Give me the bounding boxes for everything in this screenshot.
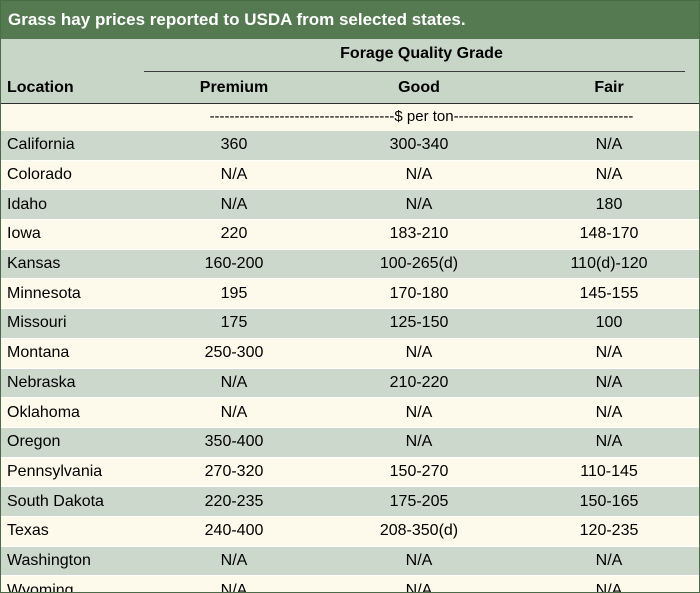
column-header-fair: Fair [594, 79, 624, 96]
cell-location: Missouri [1, 308, 149, 339]
cell-premium: 270-320 [149, 457, 319, 488]
cell-location: Wyoming [1, 575, 149, 592]
table-row: Kansas 160-200 100-265(d) 110(d)-120 [1, 249, 699, 280]
cell-fair: N/A [519, 546, 699, 577]
cell-good: N/A [319, 427, 519, 458]
cell-good: 208-350(d) [319, 516, 519, 547]
cell-fair: N/A [519, 338, 699, 369]
table-body: California 360 300-340 N/A Colorado N/A N/A N/A… [1, 131, 699, 592]
cell-good: 150-270 [319, 457, 519, 488]
cell-premium: 360 [149, 131, 319, 161]
cell-good: 125-150 [319, 308, 519, 339]
table-row: South Dakota 220-235 175-205 150-165 [1, 486, 699, 517]
cell-fair: N/A [519, 575, 699, 592]
cell-good: N/A [319, 160, 519, 191]
cell-location: Idaho [1, 189, 149, 221]
cell-fair: 180 [519, 189, 699, 221]
cell-premium: N/A [149, 189, 319, 221]
cell-premium: N/A [149, 546, 319, 577]
cell-fair: N/A [519, 131, 699, 161]
cell-location: Montana [1, 338, 149, 369]
cell-location: Minnesota [1, 278, 149, 310]
unit-row: -------------------------------------$ p… [1, 104, 699, 131]
cell-location: Nebraska [1, 368, 149, 399]
cell-premium: 250-300 [149, 338, 319, 369]
cell-good: 300-340 [319, 131, 519, 161]
cell-location: Pennsylvania [1, 457, 149, 488]
cell-location: South Dakota [1, 486, 149, 517]
cell-fair: 110(d)-120 [519, 249, 699, 280]
table-row: Montana 250-300 N/A N/A [1, 338, 699, 369]
cell-premium: 220 [149, 219, 319, 250]
cell-location: Oklahoma [1, 397, 149, 428]
cell-fair: 145-155 [519, 278, 699, 310]
forage-quality-grade-heading: Forage Quality Grade [340, 45, 503, 62]
table-row: Wyoming N/A N/A N/A [1, 575, 699, 592]
cell-location: California [1, 131, 149, 161]
table-row: Oklahoma N/A N/A N/A [1, 397, 699, 428]
table-title: Grass hay prices reported to USDA from s… [1, 1, 699, 39]
cell-location: Oregon [1, 427, 149, 458]
cell-premium: 175 [149, 308, 319, 339]
cell-premium: 240-400 [149, 516, 319, 547]
cell-good: N/A [319, 189, 519, 221]
table-row: California 360 300-340 N/A [1, 131, 699, 161]
cell-premium: 220-235 [149, 486, 319, 517]
cell-fair: 100 [519, 308, 699, 339]
column-header-location: Location [7, 79, 74, 96]
cell-location: Washington [1, 546, 149, 577]
cell-good: N/A [319, 338, 519, 369]
table-row: Idaho N/A N/A 180 [1, 189, 699, 221]
column-header-premium: Premium [199, 79, 269, 96]
cell-location: Colorado [1, 160, 149, 191]
cell-premium: N/A [149, 397, 319, 428]
price-table: California 360 300-340 N/A Colorado N/A N/A N/A… [1, 131, 699, 592]
cell-fair: N/A [519, 397, 699, 428]
table-row: Texas 240-400 208-350(d) 120-235 [1, 516, 699, 547]
cell-good: 183-210 [319, 219, 519, 250]
header-bottom-rule [1, 103, 699, 104]
cell-premium: N/A [149, 575, 319, 592]
table-row: Oregon 350-400 N/A N/A [1, 427, 699, 458]
column-header-good: Good [398, 79, 440, 96]
cell-location: Kansas [1, 249, 149, 280]
table-row: Pennsylvania 270-320 150-270 110-145 [1, 457, 699, 488]
cell-good: N/A [319, 575, 519, 592]
cell-fair: N/A [519, 368, 699, 399]
cell-fair: 120-235 [519, 516, 699, 547]
table-row: Iowa 220 183-210 148-170 [1, 219, 699, 250]
cell-good: 100-265(d) [319, 249, 519, 280]
cell-premium: N/A [149, 160, 319, 191]
cell-location: Texas [1, 516, 149, 547]
cell-good: 210-220 [319, 368, 519, 399]
cell-fair: 150-165 [519, 486, 699, 517]
cell-fair: 110-145 [519, 457, 699, 488]
cell-premium: N/A [149, 368, 319, 399]
cell-fair: N/A [519, 160, 699, 191]
table-row: Minnesota 195 170-180 145-155 [1, 278, 699, 310]
table-header: Forage Quality Grade Location Premium Go… [1, 39, 699, 104]
table-row: Colorado N/A N/A N/A [1, 160, 699, 191]
cell-premium: 350-400 [149, 427, 319, 458]
cell-premium: 160-200 [149, 249, 319, 280]
table-row: Missouri 175 125-150 100 [1, 308, 699, 339]
group-heading-rule [144, 71, 685, 72]
cell-location: Iowa [1, 219, 149, 250]
cell-good: N/A [319, 397, 519, 428]
cell-fair: N/A [519, 427, 699, 458]
cell-good: 170-180 [319, 278, 519, 310]
cell-good: N/A [319, 546, 519, 577]
unit-label: -------------------------------------$ p… [209, 108, 634, 125]
table-row: Washington N/A N/A N/A [1, 546, 699, 577]
cell-good: 175-205 [319, 486, 519, 517]
cell-fair: 148-170 [519, 219, 699, 250]
cell-premium: 195 [149, 278, 319, 310]
table-row: Nebraska N/A 210-220 N/A [1, 368, 699, 399]
